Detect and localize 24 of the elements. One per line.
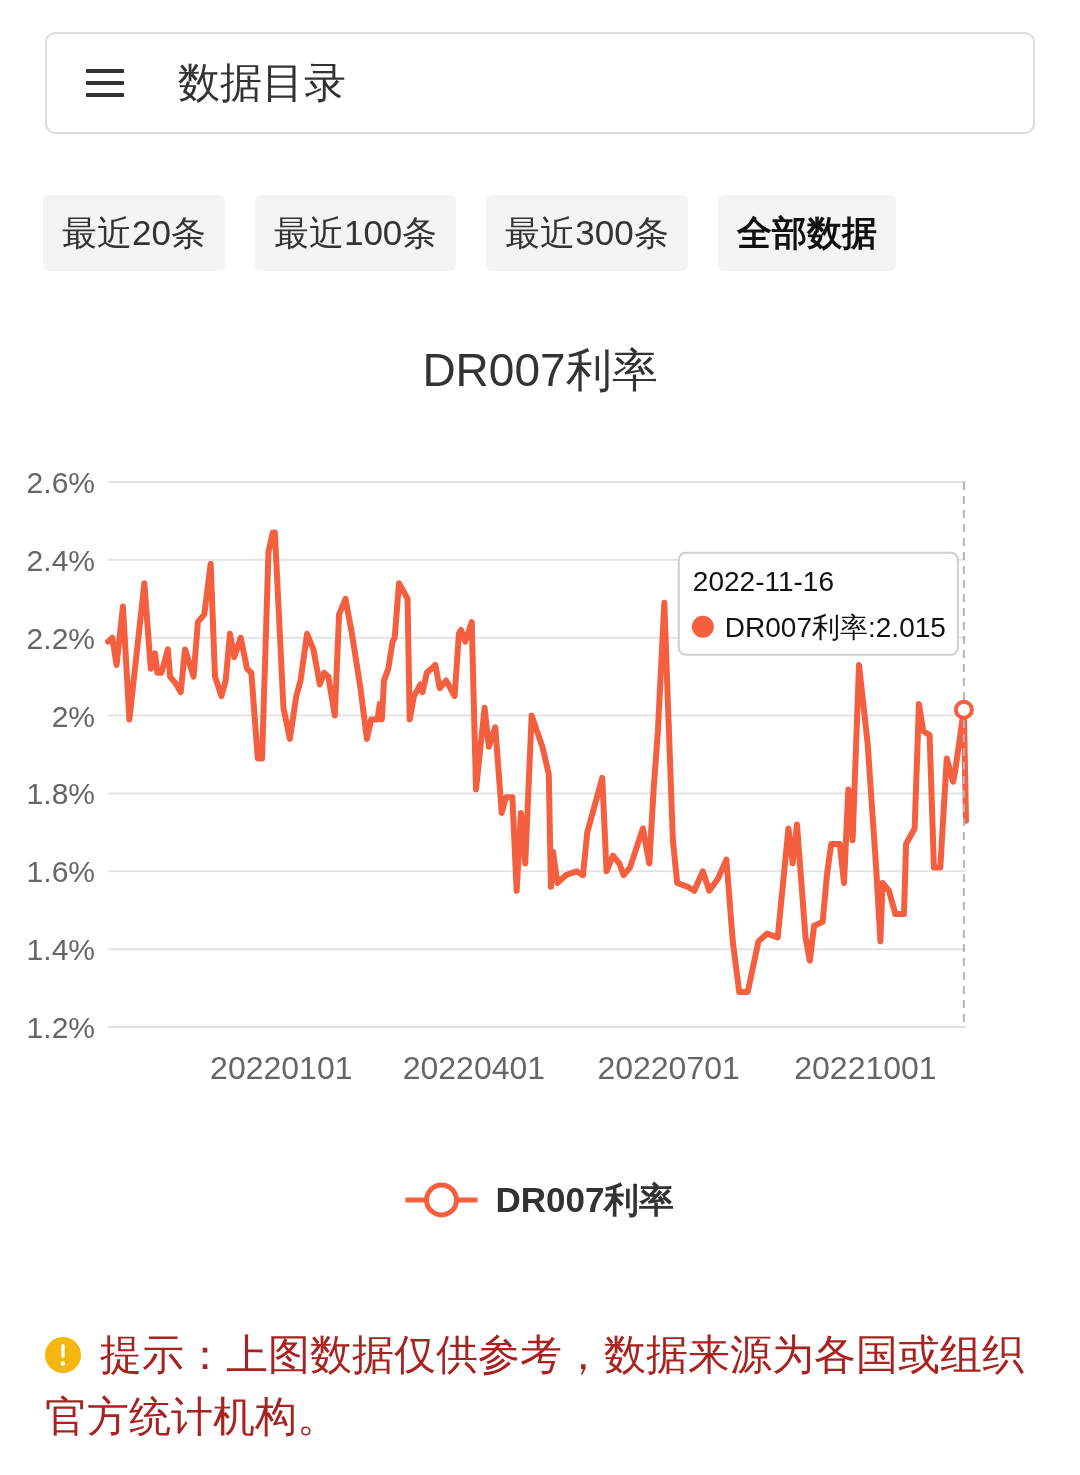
- annotation: 2022-11-16: [692, 565, 834, 597]
- menu-bar: 数据目录: [45, 32, 1035, 134]
- y-tick-label: 1.2%: [26, 1011, 95, 1044]
- range-button: 最近300条: [486, 195, 688, 271]
- x-tick-label: 20221001: [794, 1050, 937, 1086]
- y-tick-label: 1.4%: [26, 933, 95, 967]
- text: 提示：上图数据仅供参考，数据来源为各国或组织官方统计机构。: [45, 1330, 1025, 1442]
- range-button: 最近100条: [254, 195, 457, 271]
- y-tick-label: 2%: [51, 699, 95, 733]
- x-tick-label: 20220101: [210, 1050, 353, 1086]
- chart-title: DR007利率: [422, 344, 658, 396]
- y-tick-label: 1.8%: [26, 777, 95, 811]
- tooltip: 2022-11-16 DR007利率:2.015: [677, 551, 959, 656]
- x-tick-label: 20220701: [597, 1050, 740, 1086]
- range-button: 最近20条: [43, 195, 225, 271]
- annotation: DR007利率:2.015: [724, 611, 946, 643]
- y-tick-label: 2.6%: [26, 466, 95, 499]
- y-tick-label: 2.2%: [26, 621, 95, 655]
- legend-label: DR007利率: [495, 1180, 675, 1219]
- range-button: 全部数据: [717, 195, 896, 271]
- y-tick-label: 1.6%: [26, 855, 95, 889]
- legend: DR007利率: [405, 1180, 675, 1219]
- y-tick-label: 2.4%: [26, 543, 95, 577]
- x-tick-label: 20220401: [402, 1050, 546, 1086]
